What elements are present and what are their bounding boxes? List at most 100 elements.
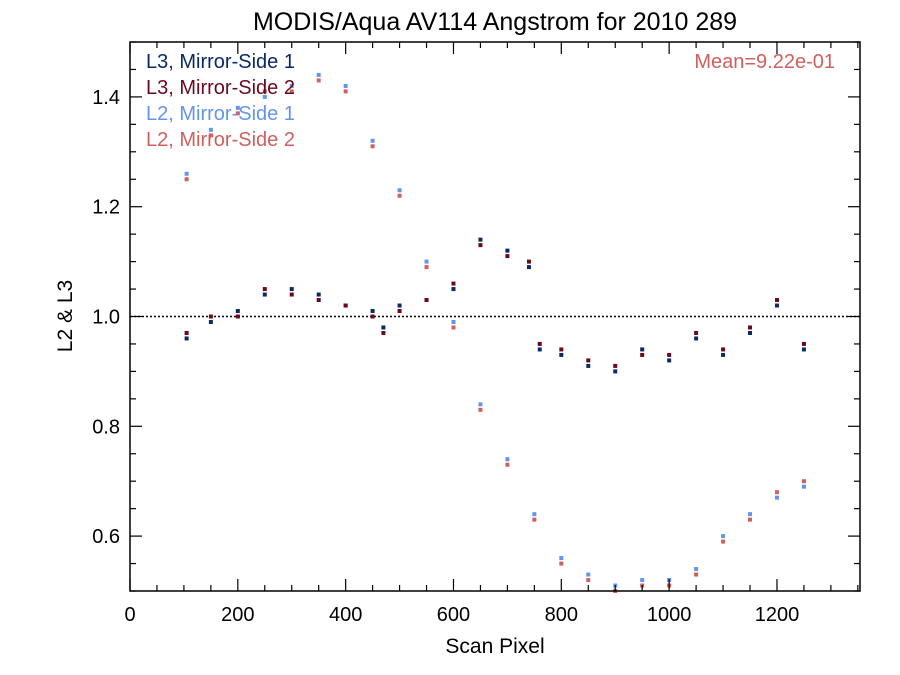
data-point: [184, 171, 189, 176]
data-point: [667, 358, 672, 363]
data-point: [559, 347, 564, 352]
data-point: [526, 259, 531, 264]
x-tick-label: 800: [545, 604, 578, 626]
data-point: [586, 578, 591, 583]
data-point: [235, 309, 240, 314]
data-point: [184, 177, 189, 182]
data-point: [451, 319, 456, 324]
data-point: [424, 265, 429, 270]
data-point: [694, 572, 699, 577]
data-point: [640, 578, 645, 583]
data-point: [262, 94, 267, 99]
data-point: [532, 517, 537, 522]
data-point: [667, 352, 672, 357]
legend-entry: L2, Mirror-Side 1: [146, 103, 295, 125]
data-point: [559, 556, 564, 561]
data-point: [505, 457, 510, 462]
data-point: [801, 484, 806, 489]
data-point: [537, 347, 542, 352]
data-point: [343, 303, 348, 308]
data-point: [748, 330, 753, 335]
data-point: [774, 490, 779, 495]
data-point: [184, 330, 189, 335]
data-point: [208, 314, 213, 319]
data-point: [370, 144, 375, 149]
data-point: [694, 567, 699, 572]
data-point: [424, 298, 429, 303]
data-point: [370, 314, 375, 319]
data-point: [397, 309, 402, 314]
data-point: [262, 89, 267, 94]
x-tick-label: 1200: [755, 604, 800, 626]
data-point: [748, 517, 753, 522]
legend: L3, Mirror-Side 1 L3, Mirror-Side 2 L2, Mi…: [146, 51, 295, 151]
data-point: [694, 336, 699, 341]
data-point: [370, 309, 375, 314]
data-point: [397, 188, 402, 193]
legend-entry: L2, Mirror-Side 2: [146, 129, 295, 151]
data-point: [537, 341, 542, 346]
data-point: [613, 363, 618, 368]
data-point: [478, 237, 483, 242]
data-point: [289, 83, 294, 88]
data-point: [748, 512, 753, 517]
data-point: [721, 534, 726, 539]
data-point: [505, 254, 510, 259]
data-point: [586, 358, 591, 363]
data-point: [397, 303, 402, 308]
data-point: [316, 298, 321, 303]
y-tick-label: 0.6: [92, 526, 120, 548]
x-axis-title: Scan Pixel: [445, 635, 544, 658]
x-tick-label: 1000: [647, 604, 692, 626]
data-point: [721, 539, 726, 544]
data-point: [262, 287, 267, 292]
data-point: [532, 512, 537, 517]
data-point: [235, 105, 240, 110]
data-point: [694, 330, 699, 335]
data-point: [316, 78, 321, 83]
data-point: [208, 133, 213, 138]
data-point: [381, 330, 386, 335]
x-tick-label: 0: [124, 604, 135, 626]
data-point: [289, 89, 294, 94]
data-point: [289, 287, 294, 292]
y-tick-label: 1.0: [92, 307, 120, 329]
data-point: [235, 111, 240, 116]
data-point: [721, 347, 726, 352]
x-tick-label: 400: [329, 604, 362, 626]
data-point: [559, 352, 564, 357]
data-point: [505, 248, 510, 253]
y-tick-label: 0.8: [92, 416, 120, 438]
y-tick-label: 1.4: [92, 87, 120, 109]
data-point: [559, 561, 564, 566]
data-point: [451, 281, 456, 286]
data-point: [208, 127, 213, 132]
data-point: [774, 303, 779, 308]
axes-layer: 0 200 400 600 800 1000 1200 0.6 0.8 1.0 1.2 1.4: [92, 41, 861, 626]
data-point: [316, 72, 321, 77]
x-tick-label: 600: [437, 604, 470, 626]
mean-annotation: Mean=9.22e-01: [694, 51, 835, 73]
data-point: [397, 193, 402, 198]
data-point: [613, 369, 618, 374]
data-point: [774, 495, 779, 500]
data-point: [478, 243, 483, 248]
data-point: [526, 265, 531, 270]
data-point: [801, 479, 806, 484]
data-point: [478, 407, 483, 412]
y-tick-label: 1.2: [92, 197, 120, 219]
data-point: [289, 292, 294, 297]
data-point: [505, 462, 510, 467]
y-axis-title: L2 & L3: [54, 280, 77, 352]
data-point: [316, 292, 321, 297]
x-tick-label: 200: [221, 604, 254, 626]
chart-title: MODIS/Aqua AV114 Angstrom for 2010 289: [253, 8, 737, 36]
series-2: [184, 243, 806, 368]
data-point: [208, 319, 213, 324]
legend-entry: L3, Mirror-Side 1: [146, 51, 295, 73]
data-point: [184, 336, 189, 341]
data-point: [370, 138, 375, 143]
data-point: [424, 259, 429, 264]
